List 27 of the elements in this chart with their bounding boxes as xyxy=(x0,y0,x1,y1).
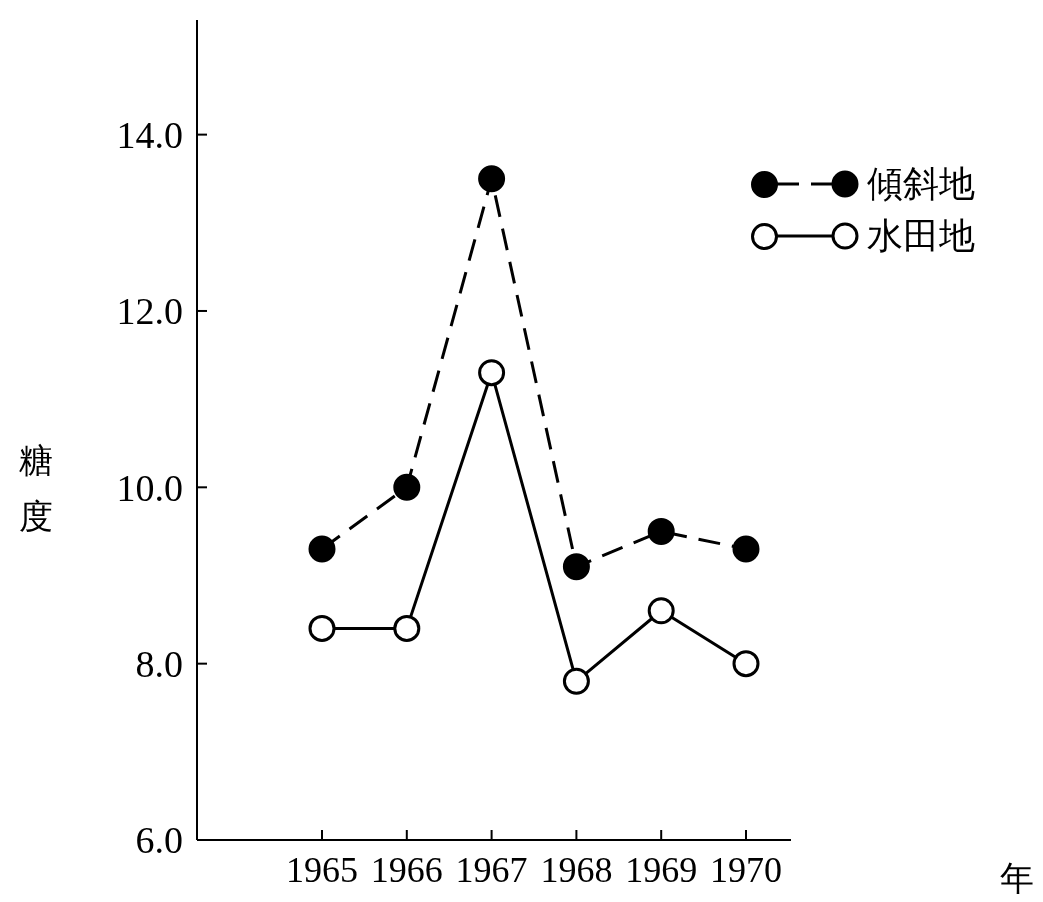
point xyxy=(308,535,336,563)
point xyxy=(393,473,421,501)
x-tick-label: 1967 xyxy=(455,849,528,890)
point xyxy=(732,535,760,563)
y-tick-label: 12.0 xyxy=(116,290,183,333)
y-tick-label: 14.0 xyxy=(116,114,183,157)
x-tick-label: 1965 xyxy=(286,849,358,890)
x-tick-label: 1969 xyxy=(625,849,698,890)
point xyxy=(732,650,760,678)
y-tick-label: 8.0 xyxy=(135,643,183,686)
y-tick-label: 6.0 xyxy=(135,819,183,862)
x-tick-label: 1966 xyxy=(370,849,443,890)
point xyxy=(562,667,590,695)
point xyxy=(647,597,675,625)
x-tick-label: 1970 xyxy=(710,849,782,890)
point xyxy=(478,165,506,193)
point xyxy=(478,359,506,387)
text: 年 xyxy=(1000,859,1034,899)
legend-label: 水田地 xyxy=(867,215,975,258)
point xyxy=(308,614,336,642)
x-tick-label: 1968 xyxy=(540,849,613,890)
legend-label: 傾斜地 xyxy=(867,163,975,206)
y-axis-title: 糖度 xyxy=(18,441,54,537)
point xyxy=(562,553,590,581)
point xyxy=(393,614,421,642)
point xyxy=(647,517,675,545)
y-tick-label: 10.0 xyxy=(116,466,183,509)
